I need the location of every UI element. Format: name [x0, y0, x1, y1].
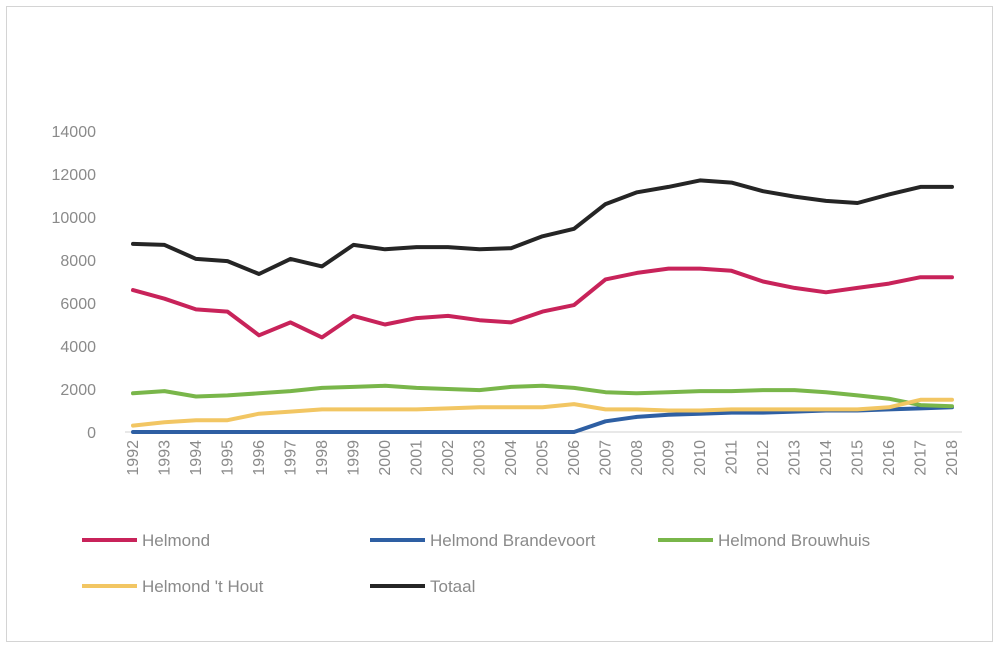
x-axis: 1992 1993 1994 1995 1996 1997 1998 1999 2000 2001… — [125, 431, 962, 476]
x-tick-label: 2018 — [944, 440, 961, 476]
y-tick-label: 8000 — [60, 253, 96, 270]
y-tick-label: 14000 — [52, 124, 97, 141]
x-tick-label: 1995 — [220, 440, 237, 476]
x-tick-label: 2002 — [440, 440, 457, 476]
x-tick-label: 2003 — [472, 440, 489, 476]
chart-frame — [6, 6, 993, 642]
legend-label: Helmond 't Hout — [142, 577, 264, 596]
x-tick-label: 2009 — [661, 440, 678, 476]
x-tick-label: 2012 — [755, 440, 772, 476]
x-tick-label: 1999 — [346, 440, 363, 476]
legend: Helmond Helmond Brandevoort Helmond Brouwh… — [82, 531, 870, 596]
x-tick-label: 2011 — [724, 440, 741, 475]
x-tick-label: 1993 — [157, 440, 174, 476]
y-axis: 0 2000 4000 6000 8000 10000 12000 14000 — [52, 124, 97, 442]
x-tick-label: 2017 — [913, 440, 930, 476]
legend-label: Helmond Brouwhuis — [718, 531, 870, 550]
legend-item: Totaal — [370, 577, 475, 596]
x-tick-label: 2016 — [881, 440, 898, 476]
y-tick-label: 2000 — [60, 382, 96, 399]
x-tick-label: 2014 — [818, 440, 835, 476]
y-tick-label: 12000 — [52, 167, 97, 184]
series-lines — [131, 178, 954, 434]
legend-item: Helmond — [82, 531, 210, 550]
x-tick-label: 1998 — [314, 440, 331, 476]
x-tick-label: 2001 — [409, 440, 426, 476]
x-tick-label: 1992 — [125, 440, 142, 476]
legend-item: Helmond Brouwhuis — [658, 531, 870, 550]
legend-item: Helmond Brandevoort — [370, 531, 596, 550]
x-tick-label: 1994 — [188, 440, 205, 476]
x-tick-label: 2013 — [787, 440, 804, 476]
x-tick-label: 2010 — [692, 440, 709, 476]
y-tick-label: 4000 — [60, 339, 96, 356]
series-line — [131, 397, 954, 428]
x-tick-label: 1996 — [251, 440, 268, 476]
x-tick-label: 1997 — [283, 440, 300, 476]
x-tick-label: 2004 — [503, 440, 520, 476]
y-tick-label: 10000 — [52, 210, 97, 227]
x-tick-label: 2008 — [629, 440, 646, 476]
series-line — [131, 178, 954, 276]
x-tick-label: 2007 — [598, 440, 615, 476]
legend-label: Totaal — [430, 577, 475, 596]
legend-label: Helmond — [142, 531, 210, 550]
x-tick-label: 2005 — [535, 440, 552, 476]
legend-label: Helmond Brandevoort — [430, 531, 596, 550]
series-line — [131, 383, 954, 409]
x-tick-label: 2006 — [566, 440, 583, 476]
legend-item: Helmond 't Hout — [82, 577, 264, 596]
y-tick-label: 6000 — [60, 296, 96, 313]
x-tick-label: 2000 — [377, 440, 394, 476]
y-tick-label: 0 — [87, 425, 96, 442]
series-line — [131, 266, 954, 340]
x-tick-label: 2015 — [850, 440, 867, 476]
